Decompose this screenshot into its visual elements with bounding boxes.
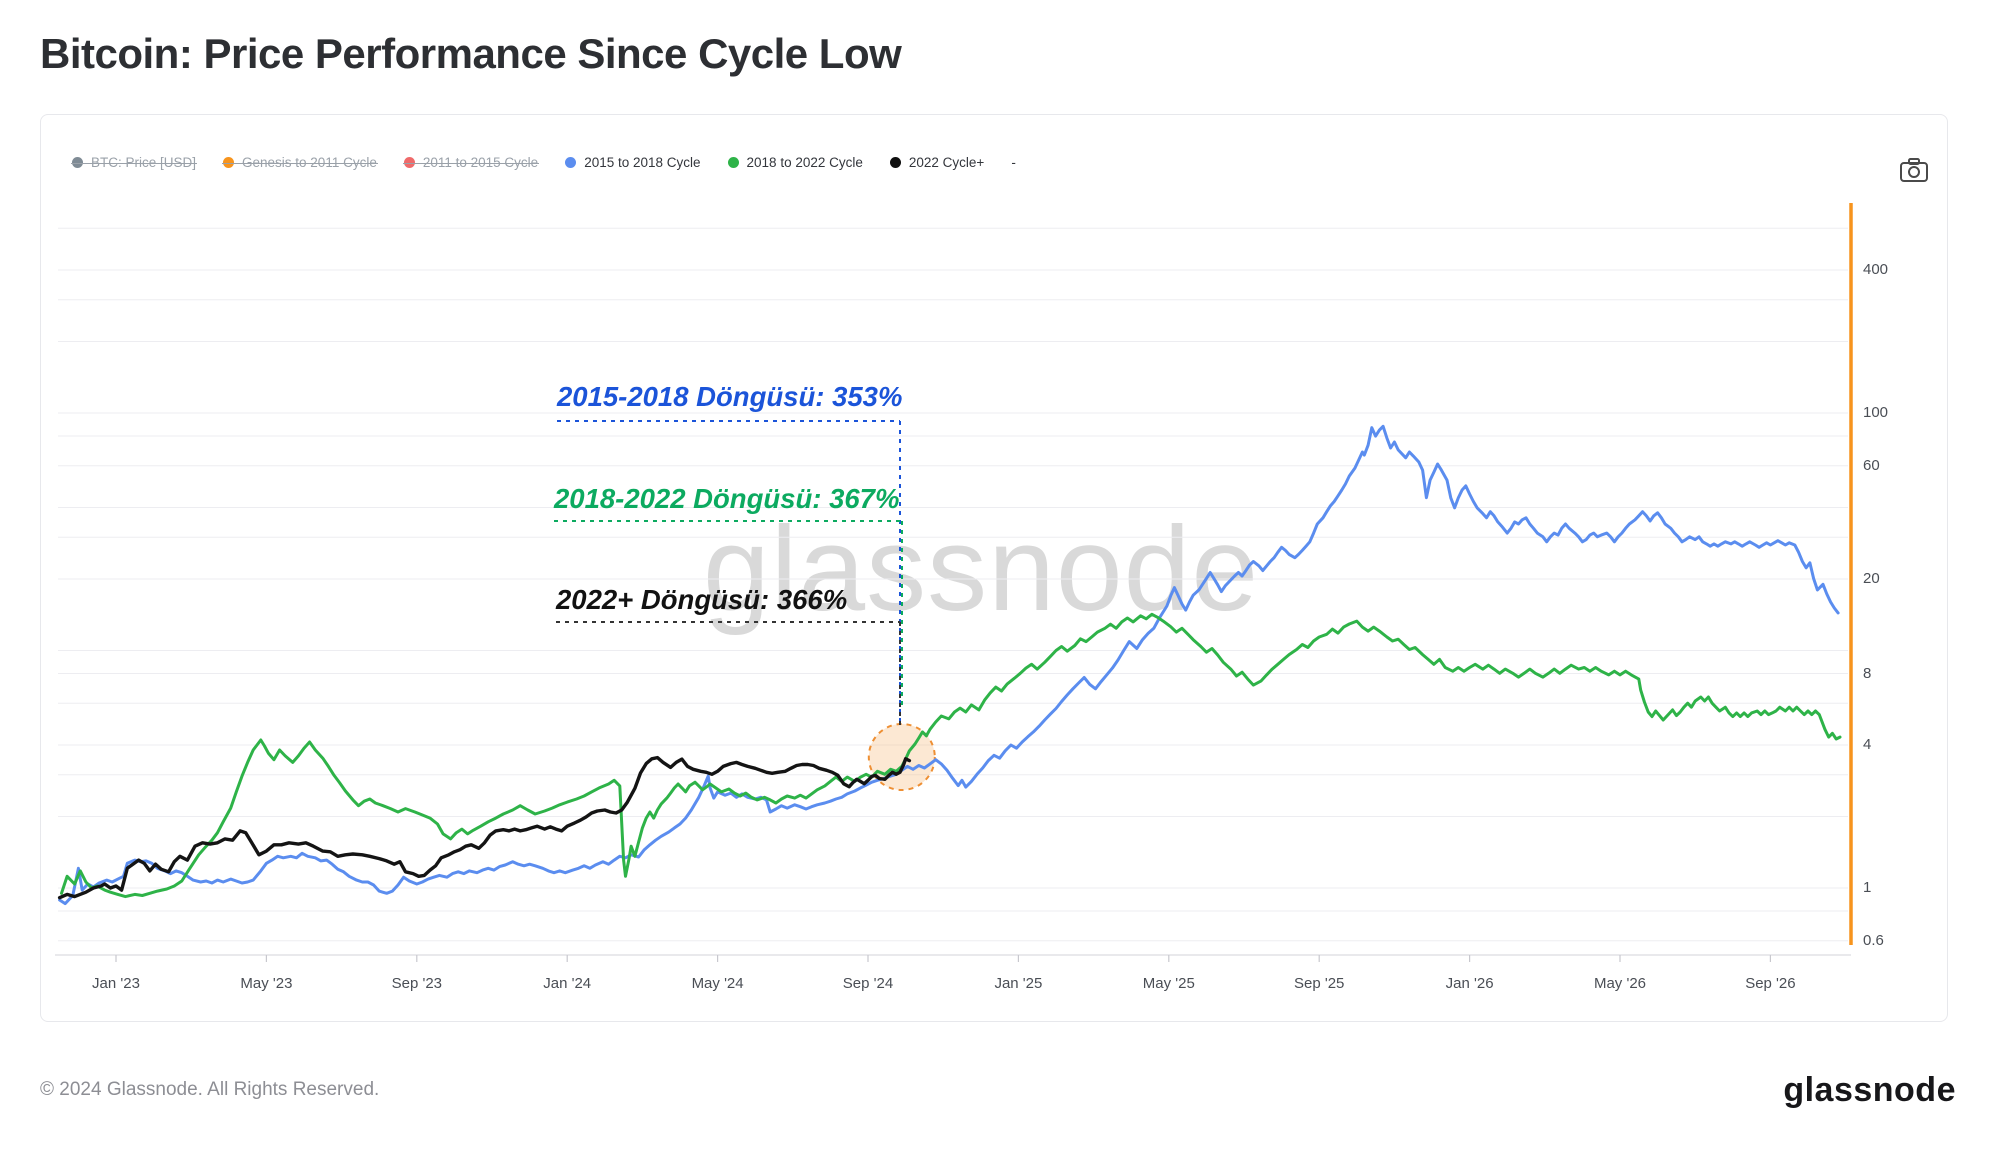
legend-dot: [403, 157, 415, 168]
y-axis-label: 8: [1863, 664, 1872, 682]
legend-dot: [565, 157, 577, 168]
legend-label: BTC: Price [USD]: [91, 155, 197, 170]
legend-item-btc-price-usd-[interactable]: BTC: Price [USD]: [70, 155, 198, 170]
y-axis-label: 0.6: [1863, 931, 1884, 949]
x-axis-label: May '26: [1593, 975, 1647, 992]
x-axis-label: Jan '23: [92, 975, 140, 992]
legend-label: 2018 to 2022 Cycle: [746, 155, 863, 170]
annotation-2018-2022-cycle: 2018-2022 Döngüsü: 367%: [554, 483, 900, 514]
x-axis-label: May '23: [240, 975, 293, 992]
chart-legend: BTC: Price [USD] Genesis to 2011 Cycle 201…: [70, 155, 1016, 170]
page-title: Bitcoin: Price Performance Since Cycle L…: [40, 30, 902, 77]
legend-item--[interactable]: -: [1011, 155, 1016, 170]
legend-item-2018-to-2022-cycle[interactable]: 2018 to 2022 Cycle: [727, 155, 863, 170]
legend-label: -: [1011, 155, 1016, 170]
y-axis-label: 20: [1863, 570, 1880, 587]
y-axis-label: 1: [1863, 879, 1872, 896]
legend-dot: [889, 157, 901, 168]
copyright-text: © 2024 Glassnode. All Rights Reserved.: [40, 1079, 380, 1100]
y-axis-label: 100: [1863, 404, 1889, 421]
y-axis-label: 400: [1863, 261, 1889, 278]
legend-item-genesis-to-2011-cycle[interactable]: Genesis to 2011 Cycle: [222, 155, 378, 170]
legend-item-2022-cycle-[interactable]: 2022 Cycle+: [889, 155, 985, 170]
annotation-2022-cycle: 2022+ Döngüsü: 366%: [556, 584, 848, 615]
y-axis-label: 60: [1863, 456, 1880, 474]
glassnode-watermark: glassnode: [703, 502, 1260, 636]
legend-item-2011-to-2015-cycle[interactable]: 2011 to 2015 Cycle: [402, 155, 540, 170]
annotation-2015-2018-cycle: 2015-2018 Döngüsü: 353%: [557, 381, 903, 412]
legend-label: Genesis to 2011 Cycle: [242, 155, 377, 170]
x-axis-label: Sep '23: [391, 975, 442, 992]
legend-label: 2015 to 2018 Cycle: [584, 155, 701, 170]
legend-label: 2022 Cycle+: [908, 155, 985, 170]
legend-label: 2011 to 2015 Cycle: [422, 155, 539, 170]
glassnode-logo: glassnode: [1783, 1071, 1956, 1109]
legend-dot: [223, 157, 235, 168]
y-axis-label: 4: [1863, 736, 1872, 753]
x-axis-label: Jan '25: [994, 975, 1043, 992]
x-axis-label: Sep '24: [842, 975, 894, 992]
x-axis-label: May '25: [1142, 975, 1195, 992]
x-axis-label: Sep '26: [1745, 975, 1796, 992]
x-axis-label: Jan '26: [1445, 975, 1494, 992]
legend-item-2015-to-2018-cycle[interactable]: 2015 to 2018 Cycle: [565, 155, 701, 170]
x-axis-label: Sep '25: [1293, 975, 1345, 992]
x-axis-label: May '24: [691, 975, 744, 992]
legend-dot: [727, 157, 739, 168]
legend-dot: [72, 157, 83, 168]
camera-icon[interactable]: [1898, 156, 1930, 189]
x-axis-label: Jan '24: [543, 975, 592, 992]
